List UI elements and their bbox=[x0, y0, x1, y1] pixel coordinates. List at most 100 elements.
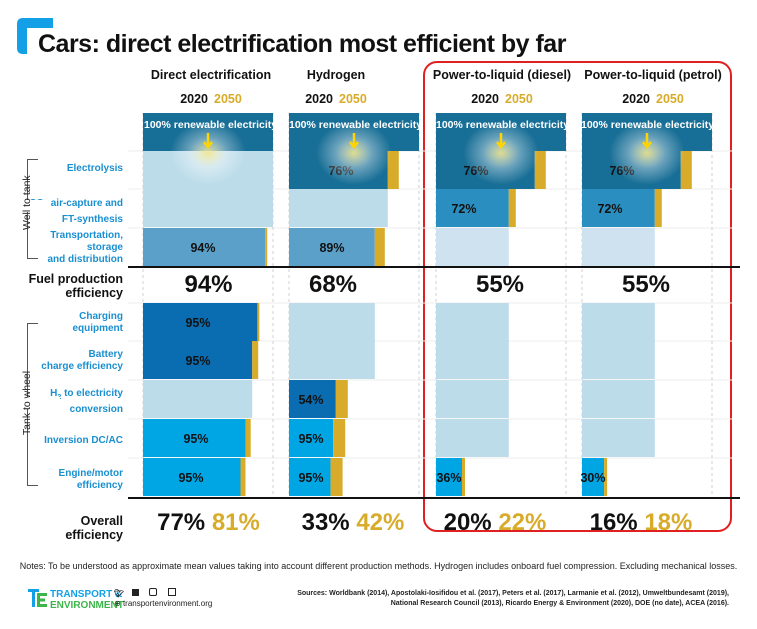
bar-engine-2050-increment bbox=[462, 458, 465, 496]
battery-l2: charge efficiency bbox=[41, 361, 123, 372]
legend-2020: 2020 bbox=[180, 92, 208, 106]
logo-line-1: TRANSPORT & bbox=[50, 589, 123, 600]
bar-h2-skip bbox=[143, 380, 253, 418]
bar-h2-2050-increment bbox=[335, 380, 348, 418]
legend-2050: 2050 bbox=[656, 92, 684, 106]
bar-electrolysis-2050-increment bbox=[387, 151, 399, 189]
row-label-fuel-production: Fuel production efficiency bbox=[20, 272, 123, 300]
bar-skip bbox=[582, 303, 655, 341]
bar-label: 89% bbox=[319, 241, 344, 255]
te-logo-icon bbox=[28, 589, 47, 607]
bar-battery-skip bbox=[289, 341, 375, 379]
fuel-prod-direct: 94% bbox=[184, 271, 233, 298]
bar-inversion-2050-increment bbox=[245, 419, 251, 457]
glow bbox=[463, 121, 539, 185]
row-label-overall: Overall efficiency bbox=[65, 514, 123, 542]
overall-2020: 33% bbox=[301, 509, 350, 536]
overall-2050: 22% bbox=[498, 509, 547, 536]
engine-l1: Engine/motor bbox=[58, 468, 123, 479]
year-legend: 2020 2050 bbox=[424, 92, 580, 106]
overall-2050: 18% bbox=[644, 509, 693, 536]
row-label-charging: Charging equipment bbox=[20, 311, 123, 335]
row-label-inversion: Inversion DC/AC bbox=[44, 435, 123, 446]
bar-label: 95% bbox=[183, 432, 208, 446]
bar-skip bbox=[436, 380, 509, 418]
transport-l1: Transportation, bbox=[50, 230, 123, 241]
overall-hydrogen: 33% 42% bbox=[283, 509, 423, 537]
transport-l2: storage bbox=[86, 242, 123, 253]
year-legend: 2020 2050 bbox=[575, 92, 731, 106]
bar-label: 72% bbox=[451, 202, 476, 216]
bar-engine bbox=[582, 458, 605, 496]
te-logo-text: TRANSPORT & ENVIRONMENT bbox=[50, 589, 124, 611]
linkedin-icon[interactable] bbox=[167, 588, 176, 596]
bar-skip bbox=[436, 419, 509, 457]
highlight-box bbox=[423, 61, 732, 532]
year-legend: 2020 2050 bbox=[286, 92, 386, 106]
sources-line-1: Sources: Worldbank (2014), Apostolaki-Io… bbox=[297, 590, 729, 597]
arrow-down-icon bbox=[203, 133, 213, 150]
bar-engine bbox=[289, 458, 331, 496]
logo-line-2: ENVIRONMENT bbox=[50, 600, 124, 611]
website-text: transportenvironment.org bbox=[122, 599, 213, 608]
bar-co2 bbox=[582, 189, 655, 227]
bar-label: 95% bbox=[298, 432, 323, 446]
sources: Sources: Worldbank (2014), Apostolaki-Io… bbox=[297, 589, 729, 609]
facebook-icon[interactable] bbox=[132, 589, 140, 596]
row-label-electrolysis: Electrolysis bbox=[66, 163, 123, 174]
bar-transport-skip bbox=[582, 228, 655, 266]
h2-text: H bbox=[50, 388, 58, 399]
twitter-icon[interactable]: 🐦︎ bbox=[114, 589, 125, 598]
column-header-direct: Direct electrification bbox=[150, 68, 272, 82]
glow bbox=[170, 121, 246, 185]
bar-label: 95% bbox=[185, 354, 210, 368]
overall-2050: 42% bbox=[356, 509, 405, 536]
bar-skip bbox=[582, 341, 655, 379]
bar-label: 95% bbox=[298, 471, 323, 485]
fuel-prod-hydrogen: 68% bbox=[308, 271, 358, 298]
globe-icon: ⊕ bbox=[114, 599, 121, 608]
tank-to-wheel-label-wrap: Tank to wheel bbox=[0, 371, 60, 435]
charging-l2: equipment bbox=[72, 323, 123, 334]
tank-to-wheel-label: Tank to wheel bbox=[21, 370, 33, 436]
bar-skip bbox=[582, 419, 655, 457]
overall-2020: 77% bbox=[157, 509, 206, 536]
row-label-battery: Battery charge efficiency bbox=[20, 349, 123, 373]
bar-charging-2050-increment bbox=[257, 303, 260, 341]
renewable-label: 100% renewable electricity bbox=[289, 119, 423, 131]
well-to-tank-label: Well to tank bbox=[21, 175, 33, 230]
instagram-icon[interactable] bbox=[149, 588, 158, 596]
bar-h2 bbox=[289, 380, 336, 418]
bar-label: 30% bbox=[580, 471, 605, 485]
h2-text-b: to electricity bbox=[61, 388, 123, 399]
legend-2050: 2050 bbox=[339, 92, 367, 106]
overall-ptl-petrol: 16% 18% bbox=[571, 509, 711, 537]
co2-text-2: FT-synthesis bbox=[61, 214, 123, 225]
arrow-down-icon bbox=[496, 133, 506, 150]
bar-skip bbox=[436, 303, 509, 341]
bar-battery bbox=[143, 341, 253, 379]
h2-l2: conversion bbox=[69, 404, 123, 415]
row-label-transport: Transportation, storage and distribution bbox=[20, 230, 123, 266]
column-header-hydrogen: Hydrogen bbox=[306, 68, 366, 82]
bar-battery-2050-increment bbox=[252, 341, 259, 379]
bar-co2-skip bbox=[143, 189, 273, 227]
engine-l2: efficiency bbox=[76, 480, 123, 491]
bar-label: 72% bbox=[597, 202, 622, 216]
overall-direct: 77% 81% bbox=[136, 509, 281, 537]
bar-transport-2050-increment bbox=[265, 228, 268, 266]
website-link[interactable]: ⊕ transportenvironment.org bbox=[114, 599, 212, 608]
bar-electrolysis-2050-increment bbox=[534, 151, 546, 189]
bar-engine-2050-increment bbox=[330, 458, 343, 496]
legend-2050: 2050 bbox=[505, 92, 533, 106]
bar-electrolysis-2050-increment bbox=[680, 151, 692, 189]
bar-label: 94% bbox=[190, 241, 215, 255]
bar-skip bbox=[582, 380, 655, 418]
bar-engine bbox=[143, 458, 241, 496]
bar-co2-2050-increment bbox=[654, 189, 662, 227]
corner-mark-icon bbox=[17, 18, 53, 54]
bar-charging-skip bbox=[289, 303, 375, 341]
glow bbox=[609, 121, 685, 185]
overall-ptl-diesel: 20% 22% bbox=[425, 509, 565, 537]
